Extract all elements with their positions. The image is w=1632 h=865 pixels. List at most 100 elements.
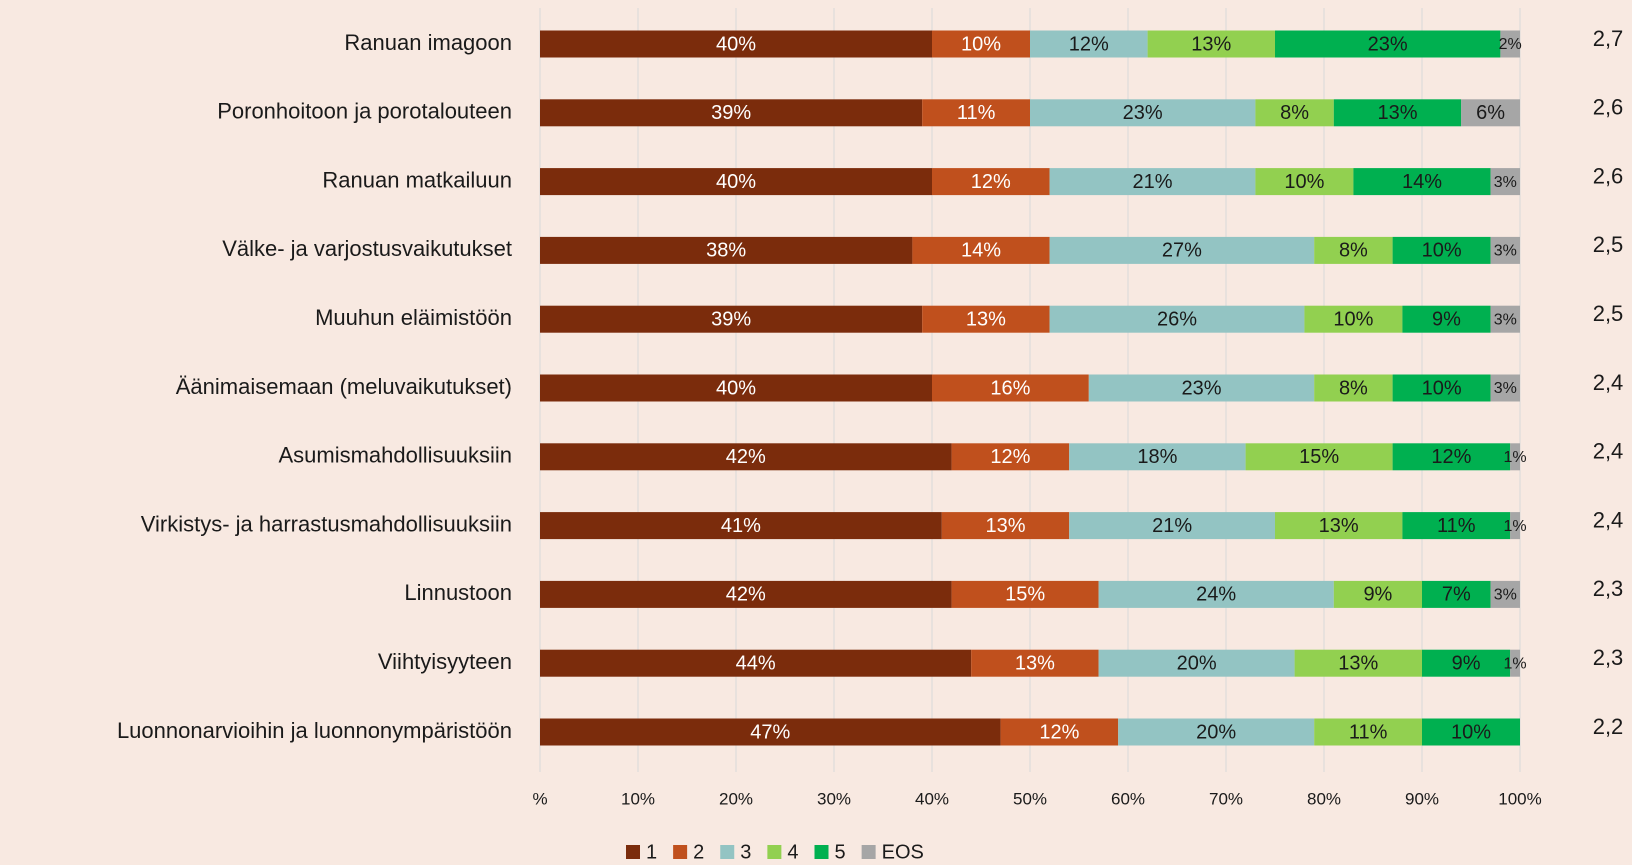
category-label: Muuhun eläimistöön [315, 305, 512, 330]
bar-segment [1098, 649, 1295, 677]
value-label: 13% [1015, 652, 1055, 674]
bar-segment [540, 443, 952, 471]
bar-segment [1402, 305, 1491, 333]
value-label: 10% [1422, 240, 1462, 262]
x-tick-label: 80% [1307, 789, 1341, 808]
value-label: 42% [726, 446, 766, 468]
value-label: 8% [1339, 240, 1368, 262]
value-label: 12% [990, 446, 1030, 468]
bar-segment [1510, 512, 1520, 540]
legend-swatch [767, 845, 782, 859]
value-label: 10% [1422, 377, 1462, 399]
value-label: 41% [721, 515, 761, 537]
value-label: 6% [1476, 102, 1505, 124]
bar-segment [1245, 443, 1393, 471]
legend-swatch [814, 845, 829, 859]
legend-label: 3 [740, 841, 751, 863]
bar-segment [1392, 374, 1491, 402]
value-label: 42% [726, 584, 766, 606]
bar-segment [1098, 580, 1334, 608]
mean-label: 2,5 [1593, 232, 1624, 257]
bar-segment [1255, 99, 1334, 127]
bar-segment [1049, 168, 1256, 196]
category-label: Välke- ja varjostusvaikutukset [222, 236, 512, 261]
bar-segment [922, 305, 1050, 333]
value-label: 3% [1494, 174, 1517, 191]
bar-segment [1147, 30, 1275, 58]
category-label: Äänimaisemaan (meluvaikutukset) [176, 374, 512, 399]
legend-swatch [626, 845, 640, 859]
bar-segment [1314, 718, 1422, 746]
value-label: 10% [1451, 721, 1491, 743]
value-label: 13% [1338, 652, 1378, 674]
x-tick-label: 40% [915, 789, 949, 808]
value-label: 39% [711, 308, 751, 330]
category-label: Ranuan imagoon [344, 30, 512, 55]
legend-swatch [720, 845, 735, 859]
bar-segment [1392, 443, 1511, 471]
bar-segment [1314, 374, 1393, 402]
value-label: 11% [957, 102, 996, 124]
x-tick-label: 70% [1209, 789, 1243, 808]
value-label: 27% [1162, 240, 1202, 262]
value-label: 2% [1499, 36, 1522, 53]
value-label: 3% [1494, 243, 1517, 260]
legend-label: 2 [693, 841, 704, 863]
value-label: 20% [1177, 652, 1217, 674]
legend-label: EOS [882, 841, 924, 863]
legend-label: 5 [835, 841, 846, 863]
value-label: 11% [1349, 721, 1388, 743]
bar-segment [1333, 580, 1422, 608]
bar-segment [1490, 374, 1520, 402]
value-label: 3% [1494, 380, 1517, 397]
bar-segment [1049, 236, 1315, 264]
bar-segment [1490, 236, 1520, 264]
mean-label: 2,6 [1593, 95, 1624, 120]
bar-segment [1422, 580, 1491, 608]
value-label: 3% [1494, 311, 1517, 328]
x-tick-label: 50% [1013, 789, 1047, 808]
category-label: Luonnonarvioihin ja luonnonympäristöön [117, 718, 512, 743]
mean-label: 2,2 [1593, 714, 1624, 739]
bar-segment [932, 30, 1030, 58]
bar-segment [932, 168, 1050, 196]
category-label: Virkistys- ja harrastusmahdollisuuksiin [141, 511, 512, 536]
bar-segment [951, 580, 1099, 608]
bar-segment [1069, 443, 1246, 471]
mean-label: 2,5 [1593, 301, 1624, 326]
value-label: 15% [1005, 584, 1045, 606]
bar-segment [540, 236, 913, 264]
x-tick-label: 60% [1111, 789, 1145, 808]
bar-segment [1333, 99, 1462, 127]
bar-segment [540, 649, 972, 677]
x-tick-label: 20% [719, 789, 753, 808]
bar-segment [1353, 168, 1491, 196]
category-label: Poronhoitoon ja porotalouteen [217, 99, 512, 124]
value-label: 24% [1196, 584, 1236, 606]
bar-segment [540, 718, 1001, 746]
bar-segment [540, 374, 932, 402]
value-label: 13% [985, 515, 1025, 537]
value-label: 21% [1132, 171, 1172, 193]
value-label: 8% [1339, 377, 1368, 399]
value-label: 26% [1157, 308, 1197, 330]
bar-segment [932, 374, 1089, 402]
bar-segment [540, 168, 932, 196]
category-label: Ranuan matkailuun [322, 167, 512, 192]
mean-label: 2,6 [1593, 163, 1624, 188]
bar-segment [540, 305, 923, 333]
bar-segment [941, 512, 1070, 540]
value-label: 12% [1039, 721, 1079, 743]
value-label: 23% [1123, 102, 1163, 124]
value-label: 1% [1504, 518, 1527, 535]
value-label: 13% [966, 308, 1006, 330]
category-label: Linnustoon [404, 580, 512, 605]
bar-segment [540, 99, 923, 127]
x-tick-label: 100% [1498, 789, 1541, 808]
value-label: 38% [706, 240, 746, 262]
bar-segment [1069, 512, 1275, 540]
value-label: 9% [1452, 652, 1481, 674]
bar-segment [540, 30, 932, 58]
value-label: 40% [716, 171, 756, 193]
value-label: 13% [1319, 515, 1359, 537]
